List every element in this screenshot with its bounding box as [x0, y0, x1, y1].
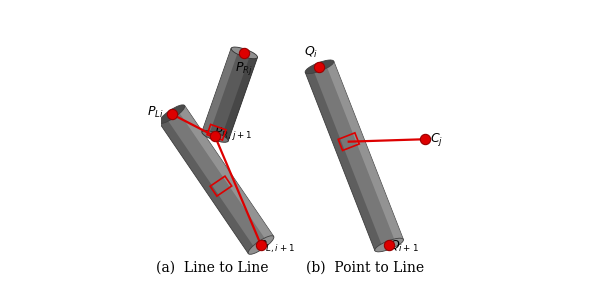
Ellipse shape — [202, 131, 228, 142]
Text: $P_{Rj}$: $P_{Rj}$ — [235, 60, 253, 77]
Text: $C_j$: $C_j$ — [430, 131, 443, 148]
Polygon shape — [159, 118, 256, 254]
Polygon shape — [202, 48, 238, 134]
Point — [239, 51, 249, 55]
Point — [421, 137, 430, 141]
Ellipse shape — [159, 105, 185, 124]
Polygon shape — [202, 48, 257, 141]
Text: $P_{L,i+1}$: $P_{L,i+1}$ — [258, 238, 295, 255]
Ellipse shape — [305, 60, 334, 74]
Polygon shape — [305, 61, 403, 250]
Text: $Q_i$: $Q_i$ — [304, 45, 318, 60]
Polygon shape — [159, 106, 274, 254]
Point — [167, 112, 177, 116]
Text: $Q_{i+1}$: $Q_{i+1}$ — [389, 239, 418, 254]
Polygon shape — [305, 69, 383, 250]
Point — [385, 243, 394, 247]
Polygon shape — [178, 106, 274, 241]
Ellipse shape — [375, 238, 403, 252]
Point — [210, 134, 220, 139]
Point — [256, 243, 266, 247]
Polygon shape — [221, 55, 257, 141]
Text: (a)  Line to Line: (a) Line to Line — [156, 260, 269, 274]
Text: $P_{Li}$: $P_{Li}$ — [147, 105, 164, 120]
Polygon shape — [326, 61, 403, 243]
Ellipse shape — [248, 236, 274, 254]
Point — [314, 64, 324, 69]
Text: $P_{R,j+1}$: $P_{R,j+1}$ — [214, 125, 252, 142]
Text: (b)  Point to Line: (b) Point to Line — [307, 260, 424, 274]
Ellipse shape — [231, 47, 257, 59]
